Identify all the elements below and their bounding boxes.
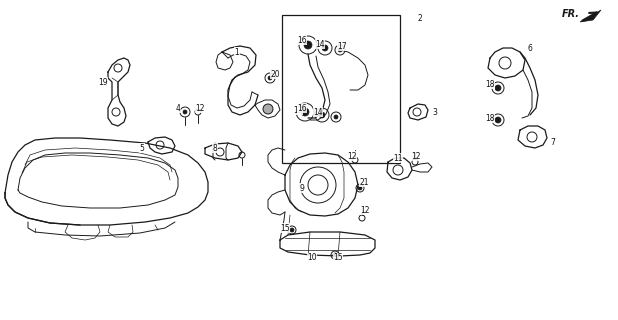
Text: 12: 12 (347, 151, 357, 161)
Text: 12: 12 (411, 151, 421, 161)
Circle shape (319, 112, 325, 118)
Text: 12: 12 (195, 103, 205, 113)
Circle shape (290, 228, 294, 232)
Text: 10: 10 (307, 253, 317, 262)
Text: 7: 7 (551, 138, 556, 147)
Circle shape (322, 45, 328, 51)
Text: 14: 14 (313, 108, 323, 116)
Text: 2: 2 (418, 13, 422, 22)
Text: 13: 13 (293, 106, 303, 115)
Text: 11: 11 (393, 154, 403, 163)
Text: 6: 6 (528, 44, 533, 52)
Text: 16: 16 (297, 36, 307, 44)
Text: 8: 8 (213, 143, 218, 153)
Circle shape (263, 104, 273, 114)
Text: 17: 17 (337, 42, 347, 51)
Circle shape (333, 253, 337, 257)
Circle shape (301, 108, 309, 116)
Text: 3: 3 (433, 108, 438, 116)
Text: 15: 15 (280, 223, 290, 233)
Text: 14: 14 (315, 39, 325, 49)
Text: 9: 9 (300, 183, 305, 193)
Text: 19: 19 (98, 77, 108, 86)
Bar (282, 15, 400, 163)
Text: 12: 12 (360, 205, 370, 214)
Circle shape (358, 186, 362, 190)
Text: 18: 18 (485, 114, 495, 123)
Polygon shape (580, 10, 601, 22)
Text: 21: 21 (359, 178, 369, 187)
Circle shape (304, 41, 312, 49)
Text: 20: 20 (270, 69, 280, 78)
Text: 15: 15 (333, 253, 343, 262)
Circle shape (495, 85, 501, 91)
Circle shape (495, 117, 501, 123)
Circle shape (183, 110, 187, 114)
Circle shape (338, 48, 342, 52)
Text: 4: 4 (176, 103, 180, 113)
Text: 18: 18 (485, 79, 495, 89)
Text: FR.: FR. (562, 9, 580, 19)
Circle shape (334, 115, 338, 119)
Circle shape (268, 76, 272, 80)
Text: 1: 1 (235, 47, 239, 57)
Text: 16: 16 (297, 103, 307, 113)
Text: 5: 5 (140, 143, 145, 153)
